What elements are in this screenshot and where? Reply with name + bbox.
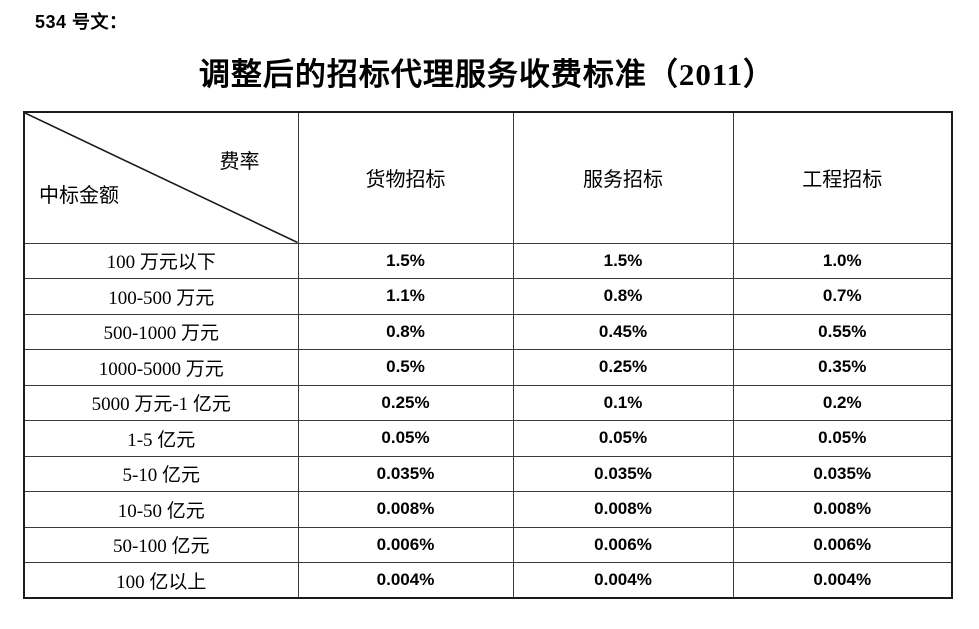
fee-cell: 0.5%: [297, 349, 514, 386]
fee-cell: 0.35%: [732, 349, 953, 386]
row-label: 1-5 亿元: [23, 420, 299, 457]
fee-cell: 0.25%: [297, 384, 514, 421]
fee-cell: 0.006%: [732, 526, 953, 563]
table-row: 5000 万元-1 亿元 0.25% 0.1% 0.2%: [23, 384, 953, 421]
fee-cell: 0.008%: [297, 491, 514, 528]
table-row: 5-10 亿元 0.035% 0.035% 0.035%: [23, 455, 953, 492]
row-label: 500-1000 万元: [23, 313, 299, 350]
fee-cell: 0.035%: [512, 455, 734, 492]
table-row: 500-1000 万元 0.8% 0.45% 0.55%: [23, 313, 953, 350]
fee-cell: 0.008%: [512, 491, 734, 528]
fee-cell: 0.45%: [512, 313, 734, 350]
fee-cell: 0.8%: [512, 278, 734, 315]
fee-cell: 0.004%: [732, 562, 953, 599]
row-label: 10-50 亿元: [23, 491, 299, 528]
row-label: 100 亿以上: [23, 562, 299, 599]
fee-cell: 0.05%: [732, 420, 953, 457]
fee-cell: 0.006%: [297, 526, 514, 563]
fee-cell: 0.1%: [512, 384, 734, 421]
fee-cell: 0.05%: [512, 420, 734, 457]
table-row: 100-500 万元 1.1% 0.8% 0.7%: [23, 278, 953, 315]
fee-cell: 0.035%: [297, 455, 514, 492]
table-row: 1000-5000 万元 0.5% 0.25% 0.35%: [23, 349, 953, 386]
column-header-goods: 货物招标: [297, 111, 514, 244]
fee-cell: 0.004%: [297, 562, 514, 599]
fee-cell: 0.008%: [732, 491, 953, 528]
fee-table: 费率 中标金额 货物招标 服务招标 工程招标 100 万元以下 1.5% 1.5…: [23, 111, 953, 599]
row-label: 5000 万元-1 亿元: [23, 384, 299, 421]
corner-rate-label: 费率: [219, 151, 260, 173]
table-row: 10-50 亿元 0.008% 0.008% 0.008%: [23, 491, 953, 528]
table-row: 100 亿以上 0.004% 0.004% 0.004%: [23, 562, 953, 599]
table-row: 1-5 亿元 0.05% 0.05% 0.05%: [23, 420, 953, 457]
fee-cell: 0.7%: [732, 278, 953, 315]
table-row: 50-100 亿元 0.006% 0.006% 0.006%: [23, 526, 953, 563]
table-header-row: 费率 中标金额 货物招标 服务招标 工程招标: [23, 111, 953, 244]
diagonal-header-cell: 费率 中标金额: [23, 111, 299, 244]
column-header-services: 服务招标: [512, 111, 734, 244]
doc-number-label: 534 号文：: [35, 12, 128, 32]
table-row: 100 万元以下 1.5% 1.5% 1.0%: [23, 242, 953, 279]
row-label: 100-500 万元: [23, 278, 299, 315]
row-label: 1000-5000 万元: [23, 349, 299, 386]
fee-cell: 0.004%: [512, 562, 734, 599]
fee-cell: 1.5%: [297, 242, 514, 279]
fee-cell: 1.0%: [732, 242, 953, 279]
column-header-engineering: 工程招标: [732, 111, 953, 244]
diagonal-line: [25, 113, 297, 242]
fee-cell: 0.55%: [732, 313, 953, 350]
fee-cell: 0.006%: [512, 526, 734, 563]
page-title: 调整后的招标代理服务收费标准（2011）: [198, 57, 776, 92]
fee-cell: 1.5%: [512, 242, 734, 279]
corner-amount-label: 中标金额: [39, 185, 119, 207]
fee-cell: 0.05%: [297, 420, 514, 457]
fee-cell: 0.8%: [297, 313, 514, 350]
fee-cell: 0.2%: [732, 384, 953, 421]
fee-cell: 0.035%: [732, 455, 953, 492]
row-label: 5-10 亿元: [23, 455, 299, 492]
row-label: 50-100 亿元: [23, 526, 299, 563]
fee-cell: 0.25%: [512, 349, 734, 386]
fee-cell: 1.1%: [297, 278, 514, 315]
row-label: 100 万元以下: [23, 242, 299, 279]
